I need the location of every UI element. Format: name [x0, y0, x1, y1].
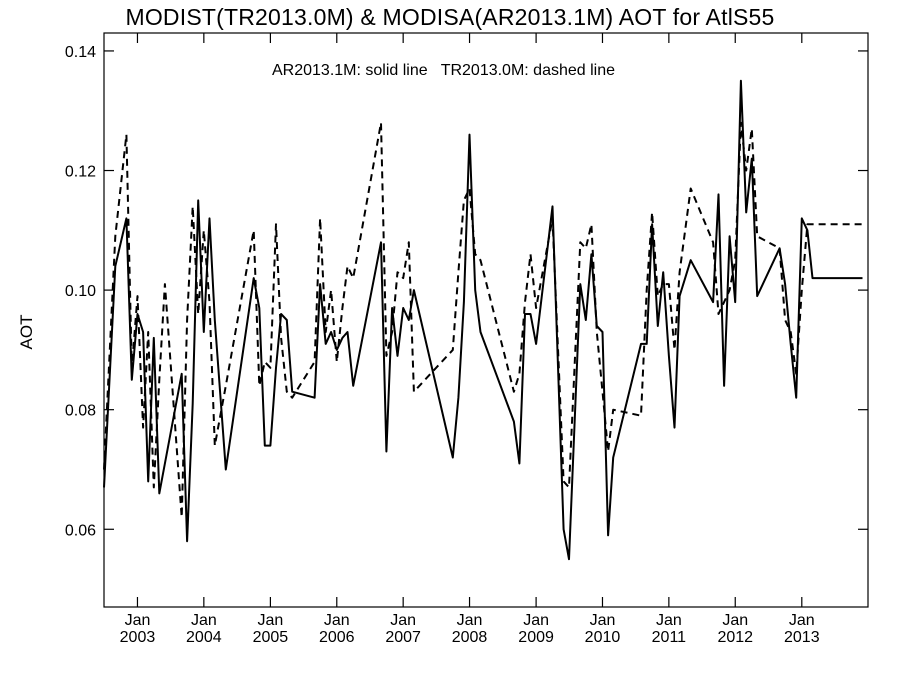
x-tick-month-label: Jan [125, 612, 151, 629]
x-tick-year-label: 2012 [717, 629, 753, 646]
x-tick-month-label: Jan [590, 612, 616, 629]
x-tick-year-label: 2005 [253, 629, 289, 646]
x-tick-year-label: 2013 [784, 629, 820, 646]
x-tick-month-label: Jan [523, 612, 549, 629]
x-tick-month-label: Jan [457, 612, 483, 629]
x-tick-year-label: 2003 [120, 629, 156, 646]
series-line-ar2013-1m [103, 79, 863, 561]
x-tick-year-label: 2009 [518, 629, 554, 646]
y-tick-label: 0.12 [65, 164, 96, 181]
x-tick-month-label: Jan [324, 612, 350, 629]
x-tick-month-label: Jan [191, 612, 217, 629]
y-tick-label: 0.10 [65, 283, 96, 300]
series-line-tr2013-0m [103, 121, 863, 519]
y-tick-label: 0.06 [65, 522, 96, 539]
x-tick-month-label: Jan [258, 612, 284, 629]
line-style-annotation: AR2013.1M: solid line TR2013.0M: dashed … [272, 62, 616, 79]
x-tick-year-label: 2008 [452, 629, 488, 646]
x-tick-year-label: 2004 [186, 629, 222, 646]
x-tick-year-label: 2011 [652, 629, 687, 646]
x-tick-year-label: 2007 [385, 629, 421, 646]
x-tick-year-label: 2010 [585, 629, 621, 646]
x-tick-month-label: Jan [789, 612, 815, 629]
plot-frame [103, 32, 869, 608]
chart-title: MODIST(TR2013.0M) & MODISA(AR2013.1M) AO… [125, 4, 775, 30]
x-tick-year-label: 2006 [319, 629, 355, 646]
y-tick-label: 0.14 [65, 44, 96, 61]
x-tick-month-label: Jan [390, 612, 416, 629]
x-tick-month-label: Jan [722, 612, 748, 629]
y-tick-label: 0.08 [65, 403, 96, 420]
x-tick-month-label: Jan [656, 612, 682, 629]
